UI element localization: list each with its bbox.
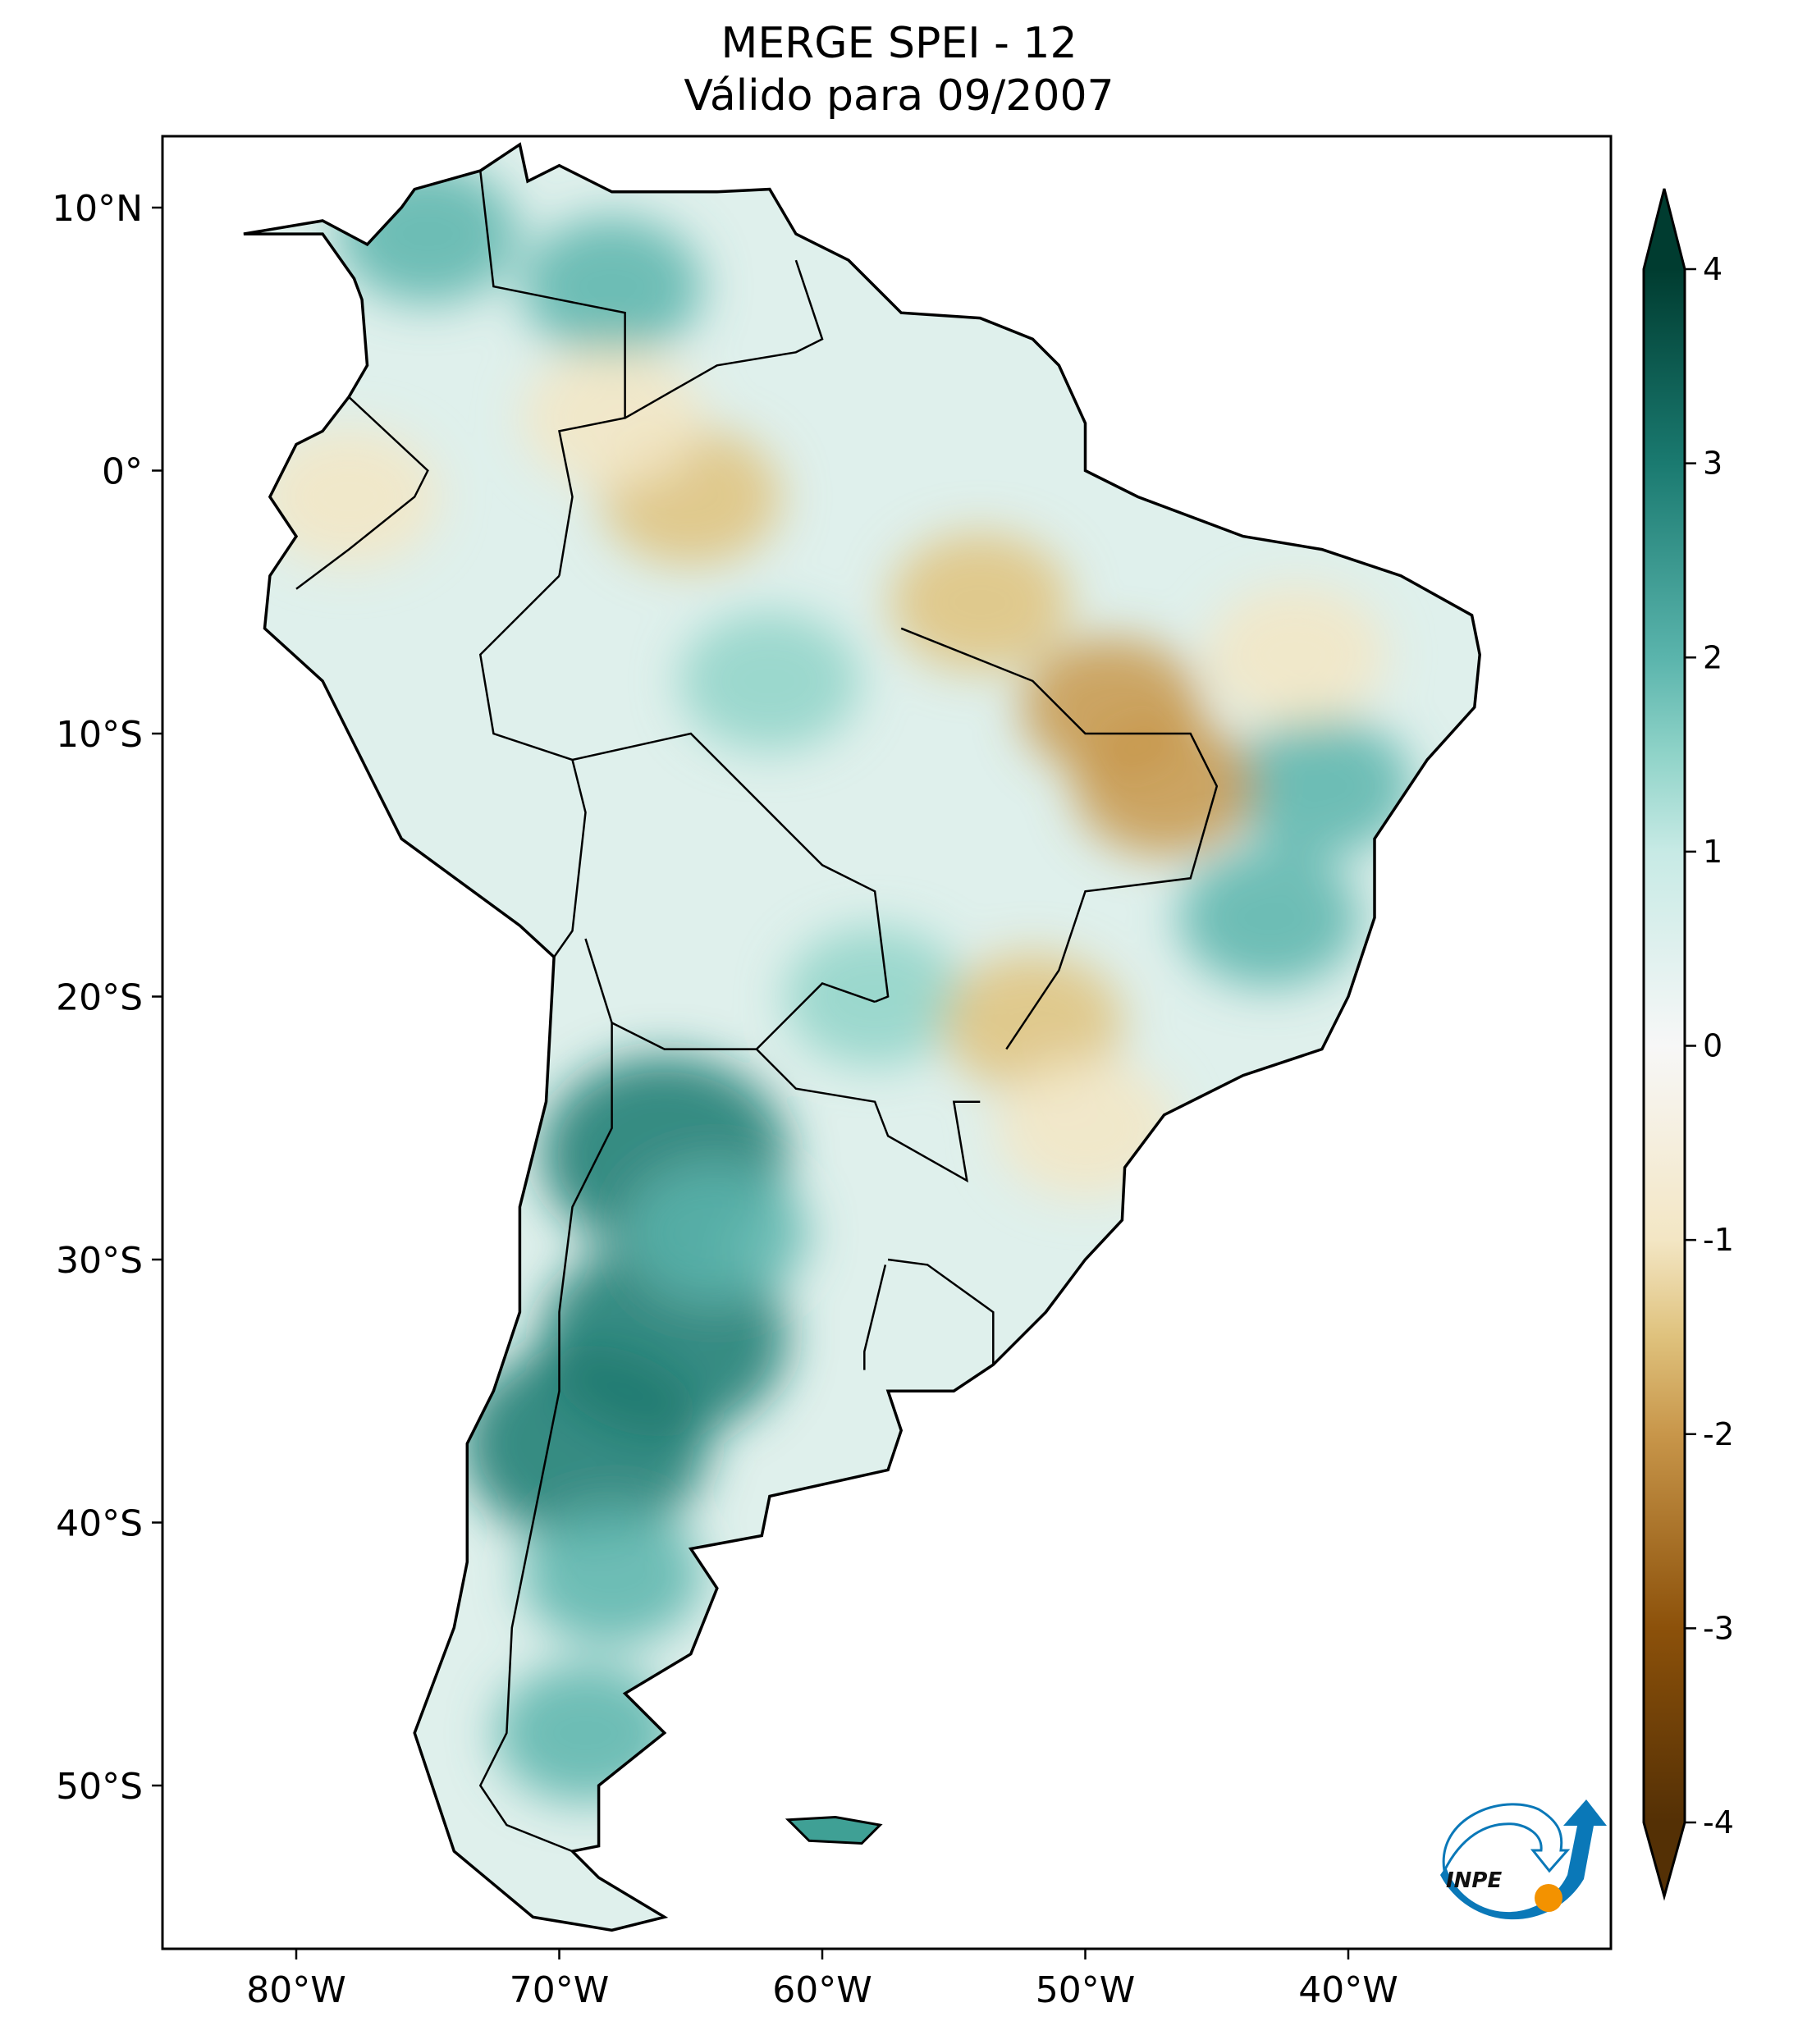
- x-tick-label: 80°W: [246, 1969, 346, 2011]
- colorbar-tick-label: -4: [1703, 1804, 1734, 1841]
- logo-swirl-icon: [1442, 1803, 1571, 1873]
- field-anomaly-2: [462, 1345, 709, 1543]
- country-border: [584, 938, 876, 1050]
- colorbar-tick-label: 3: [1703, 446, 1723, 482]
- colorbar-tick-label: 4: [1703, 251, 1723, 287]
- logo-sun-icon: [1535, 1884, 1562, 1912]
- country-border: [295, 396, 429, 590]
- colorbar-tick-label: 2: [1703, 639, 1723, 675]
- country-border: [863, 1264, 887, 1370]
- y-tick-label: 20°S: [56, 977, 143, 1019]
- colorbar-tick-label: -1: [1703, 1222, 1734, 1258]
- inpe-logo: INPE: [1440, 1799, 1607, 1920]
- logo-text: INPE: [1446, 1868, 1502, 1893]
- field-anomaly-14: [890, 532, 1071, 672]
- colorbar-tick-label: 0: [1703, 1028, 1723, 1064]
- y-tick-label: 40°S: [56, 1503, 143, 1545]
- field-anomaly-17: [258, 427, 440, 567]
- x-tick-label: 50°W: [1036, 1969, 1136, 2011]
- y-tick-label: 10°S: [56, 714, 143, 756]
- y-tick-label: 30°S: [56, 1240, 143, 1282]
- colorbar-extend-max: [1644, 189, 1685, 269]
- x-tick-label: 70°W: [510, 1969, 610, 2011]
- country-border: [479, 170, 626, 576]
- x-tick-label: 60°W: [772, 1969, 872, 2011]
- colorbar-gradient: [1644, 269, 1685, 1822]
- y-tick-label: 10°N: [52, 188, 143, 230]
- country-borders: [295, 170, 1219, 1853]
- y-tick-label: 50°S: [56, 1766, 143, 1808]
- coastline: [243, 142, 1481, 1932]
- x-tick-label: 40°W: [1298, 1969, 1398, 2011]
- colorbar-extend-min: [1644, 1822, 1685, 1896]
- country-border: [900, 627, 1219, 1050]
- field-anomaly-18: [942, 953, 1123, 1093]
- country-border: [478, 1022, 613, 1853]
- field-anomaly-7: [1231, 716, 1412, 857]
- field-anomaly-20: [1205, 584, 1386, 725]
- field-anomaly-16: [521, 348, 702, 488]
- field-anomaly-10: [679, 610, 860, 751]
- country-border: [887, 1258, 995, 1365]
- country-border: [756, 1048, 981, 1183]
- logo-arrow-icon: [1440, 1799, 1607, 1920]
- field-anomaly-8: [521, 217, 702, 357]
- land-field: [243, 142, 1481, 1932]
- country-border: [572, 732, 890, 1004]
- chart-title-line1: MERGE SPEI - 12: [721, 19, 1077, 68]
- colorbar-tick-label: 1: [1703, 834, 1723, 870]
- field-anomaly-5: [626, 1163, 807, 1303]
- chart-title-line2: Válido para 09/2007: [684, 71, 1114, 121]
- field-anomaly-3: [521, 1505, 702, 1645]
- field-anomaly-13: [1073, 716, 1255, 857]
- map-frame: [161, 135, 1613, 1950]
- colorbar: 4 3 2 1 0 -1 -2 -3 -4: [1642, 188, 1734, 1901]
- field-anomaly-6: [1178, 848, 1360, 988]
- falklands-islands: [785, 1815, 883, 1845]
- colorbar-tick-label: -2: [1703, 1416, 1734, 1452]
- colorbar-tick-label: -3: [1703, 1610, 1734, 1646]
- country-border: [624, 259, 824, 419]
- y-tick-label: 0°: [102, 451, 143, 493]
- field-anomaly-11: [785, 926, 966, 1067]
